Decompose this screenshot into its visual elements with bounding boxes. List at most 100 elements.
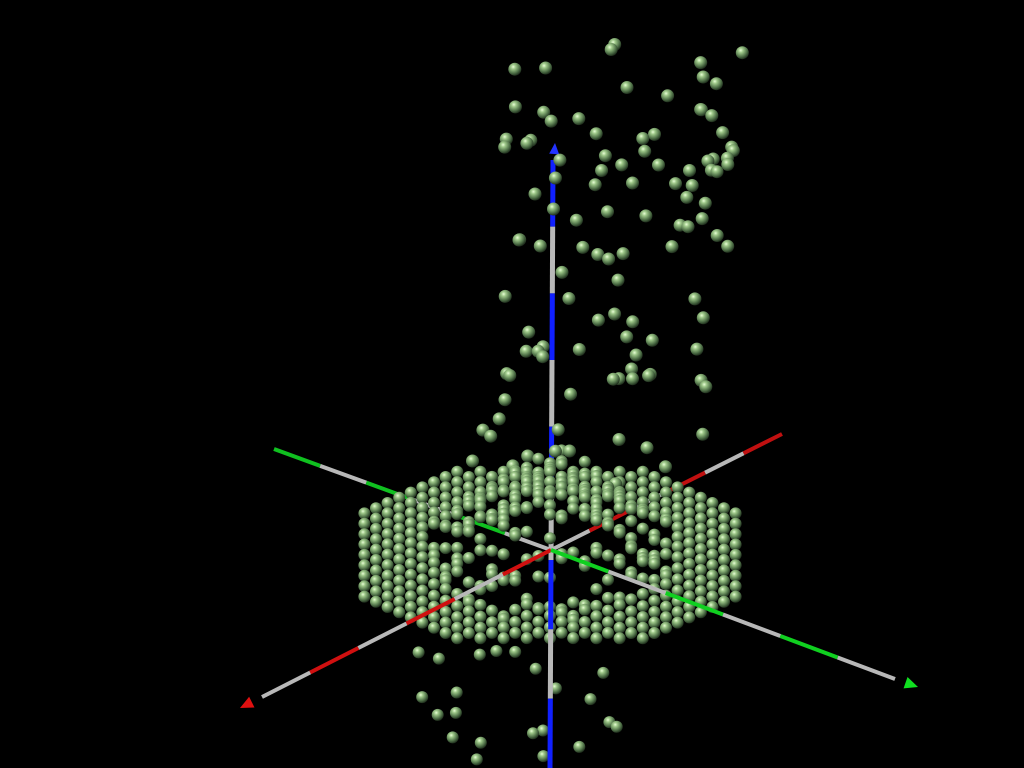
sphere xyxy=(729,517,742,530)
sphere xyxy=(474,632,487,645)
sphere xyxy=(602,604,614,617)
sphere xyxy=(416,584,429,597)
sphere xyxy=(659,460,672,474)
sphere xyxy=(450,686,463,699)
sphere xyxy=(625,491,638,503)
y-axis-front-segment xyxy=(550,548,610,574)
sphere xyxy=(729,507,742,520)
sphere xyxy=(498,140,512,154)
sphere xyxy=(648,627,661,639)
sphere xyxy=(602,490,614,503)
sphere xyxy=(498,289,512,303)
sphere xyxy=(533,239,547,253)
sphere xyxy=(509,505,522,517)
sphere xyxy=(520,621,533,634)
sphere xyxy=(694,103,708,117)
sphere xyxy=(547,202,560,216)
sphere xyxy=(611,273,625,287)
sphere xyxy=(555,615,568,628)
sphere xyxy=(597,666,610,679)
sphere xyxy=(474,533,487,545)
sphere xyxy=(521,449,535,463)
sphere xyxy=(358,538,371,551)
sphere xyxy=(680,190,694,204)
sphere xyxy=(567,485,580,498)
sphere xyxy=(671,511,684,524)
sphere xyxy=(698,196,712,210)
sphere xyxy=(358,580,371,593)
sphere xyxy=(613,557,626,570)
sphere xyxy=(671,481,684,494)
sphere xyxy=(451,565,464,578)
x-axis-front-segment xyxy=(261,670,312,699)
sphere xyxy=(729,569,742,582)
sphere xyxy=(539,61,553,75)
sphere xyxy=(404,568,417,581)
sphere xyxy=(636,600,649,613)
sphere xyxy=(589,127,603,141)
sphere xyxy=(381,569,394,582)
sphere xyxy=(660,611,672,624)
sphere xyxy=(694,585,707,598)
sphere xyxy=(497,476,510,488)
sphere xyxy=(393,512,406,525)
sphere xyxy=(555,512,568,525)
sphere xyxy=(532,452,545,465)
sphere xyxy=(588,178,602,192)
sphere xyxy=(709,77,723,91)
sphere xyxy=(718,585,730,598)
sphere xyxy=(694,574,707,587)
sphere xyxy=(572,112,586,126)
x-axis-front-segment xyxy=(453,572,504,601)
sphere xyxy=(537,750,550,763)
sphere xyxy=(567,502,580,515)
sphere xyxy=(381,559,394,572)
sphere xyxy=(567,621,580,634)
sphere xyxy=(660,496,672,509)
x-axis-front-segment xyxy=(357,621,408,650)
sphere xyxy=(462,605,475,618)
sphere xyxy=(578,616,591,628)
sphere xyxy=(608,307,622,321)
sphere xyxy=(640,441,654,455)
sphere xyxy=(613,526,626,539)
sphere xyxy=(555,265,569,279)
sphere xyxy=(671,491,684,504)
sphere xyxy=(428,506,440,519)
sphere xyxy=(404,557,417,570)
sphere xyxy=(578,491,591,504)
sphere xyxy=(497,621,510,634)
sphere xyxy=(683,547,696,560)
sphere xyxy=(381,601,394,613)
sphere xyxy=(620,81,634,94)
sphere xyxy=(735,46,749,60)
y-axis-front-segment xyxy=(722,612,782,638)
sphere xyxy=(509,493,522,506)
sphere xyxy=(706,517,719,530)
y-axis-back-segment xyxy=(273,447,321,468)
sphere xyxy=(648,616,661,629)
sphere xyxy=(486,514,498,527)
sphere xyxy=(393,532,406,545)
sphere xyxy=(370,522,382,535)
sphere xyxy=(590,514,603,527)
sphere xyxy=(439,542,452,555)
sphere xyxy=(393,606,406,619)
sphere xyxy=(416,551,429,564)
sphere xyxy=(562,292,576,305)
sphere xyxy=(490,645,503,657)
sphere xyxy=(625,503,638,515)
sphere xyxy=(462,525,475,538)
sphere xyxy=(381,548,394,561)
sphere xyxy=(671,531,684,543)
sphere xyxy=(613,610,626,623)
sphere xyxy=(578,626,591,639)
sphere xyxy=(683,579,696,592)
x-axis-back-segment xyxy=(550,528,591,552)
sphere xyxy=(636,611,649,624)
sphere xyxy=(416,521,429,534)
sphere xyxy=(625,627,638,639)
sphere xyxy=(536,350,550,364)
sphere xyxy=(544,475,556,488)
